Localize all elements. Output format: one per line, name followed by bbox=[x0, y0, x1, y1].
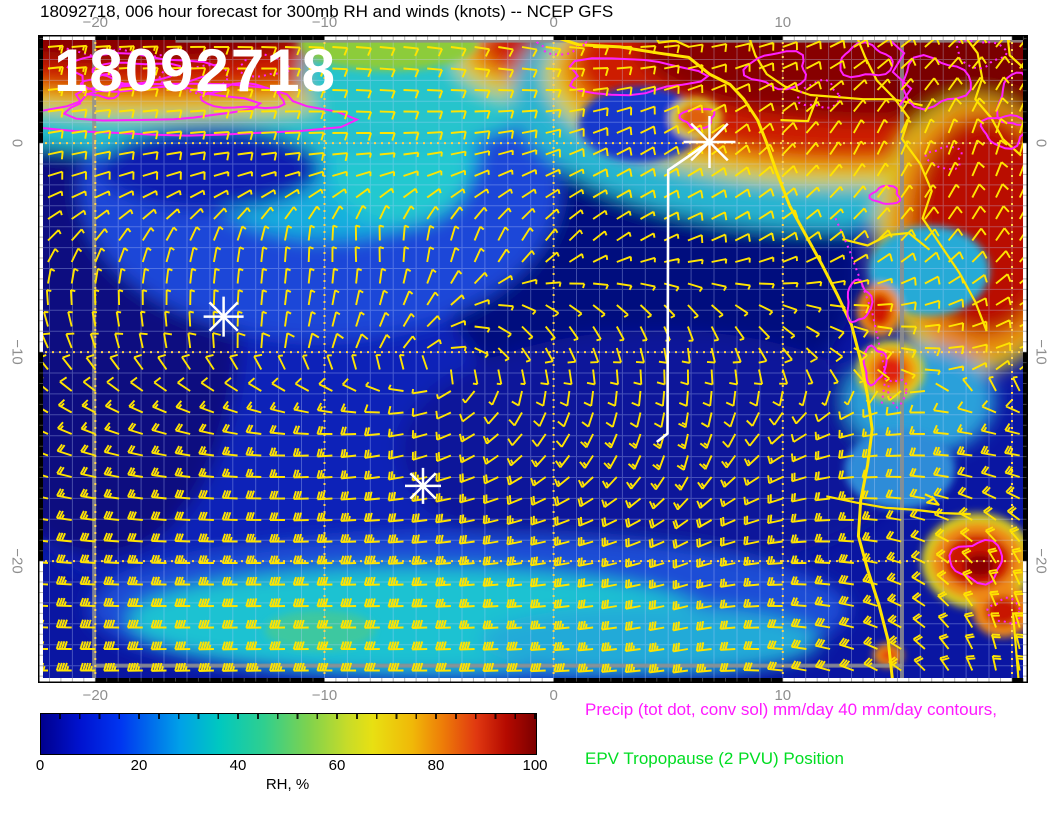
precip-contour bbox=[868, 184, 902, 205]
precip-contour bbox=[924, 145, 963, 171]
colorbar-tick-label: 20 bbox=[130, 757, 148, 774]
axis-tick-label: −20 bbox=[8, 548, 26, 574]
map-canvas bbox=[38, 35, 1028, 683]
precip-contour bbox=[66, 52, 220, 93]
coastline bbox=[555, 35, 895, 683]
legend-epv: EPV Tropopause (2 PVU) Position bbox=[585, 749, 844, 768]
precip-contour bbox=[79, 72, 122, 100]
precip-contour bbox=[901, 54, 972, 111]
precip-contour bbox=[862, 344, 888, 387]
axis-tick-label: 10 bbox=[774, 687, 792, 704]
colorbar-tick-label: 0 bbox=[35, 757, 45, 774]
border-line bbox=[747, 35, 923, 107]
axis-tick-label: −10 bbox=[1032, 339, 1050, 365]
axis-tick-label: −10 bbox=[311, 14, 338, 31]
colorbar: 0 20 40 60 80 100 RH, % bbox=[36, 713, 548, 793]
storm-marker bbox=[405, 467, 441, 504]
border-line bbox=[842, 231, 931, 251]
border-line bbox=[826, 495, 971, 516]
axis-tick-label: 0 bbox=[549, 14, 558, 31]
colorbar-tick-label: 60 bbox=[328, 757, 346, 774]
border-line bbox=[962, 35, 1022, 157]
precip-contour bbox=[948, 538, 1004, 586]
legend-precip: Precip (tot dot, conv sol) mm/day 40 mm/… bbox=[585, 700, 997, 719]
axis-tick-label: 0 bbox=[1032, 138, 1050, 148]
colorbar-label: RH, % bbox=[265, 776, 310, 793]
forecast-timestamp: 18092718 bbox=[54, 37, 337, 104]
precip-contour bbox=[678, 108, 716, 131]
axis-tick-label: 10 bbox=[774, 14, 792, 31]
axis-tick-label: −10 bbox=[311, 687, 338, 704]
precip-contour bbox=[568, 57, 710, 97]
axis-tick-label: −20 bbox=[82, 14, 109, 31]
axis-tick-label: −20 bbox=[1032, 548, 1050, 574]
border-line bbox=[1006, 35, 1025, 69]
axis-tick-label: −10 bbox=[8, 339, 26, 365]
axis-tick-label: −20 bbox=[82, 687, 109, 704]
colorbar-tick-label: 100 bbox=[522, 757, 548, 774]
colorbar-tick-label: 40 bbox=[229, 757, 247, 774]
page-title: 18092718, 006 hour forecast for 300mb RH… bbox=[40, 2, 614, 21]
precip-contour bbox=[979, 114, 1028, 150]
colorbar-ticks: 0 20 40 60 80 100 bbox=[36, 755, 548, 775]
precip-contour bbox=[846, 278, 874, 324]
precip-contour bbox=[60, 45, 181, 59]
storm-track bbox=[655, 140, 711, 444]
precip-contour bbox=[955, 39, 1008, 70]
storm-marker bbox=[683, 116, 736, 168]
axis-tick-label: 0 bbox=[8, 138, 26, 148]
precip-contour bbox=[887, 378, 908, 409]
precip-contour bbox=[91, 61, 182, 85]
colorbar-tick-label: 80 bbox=[427, 757, 445, 774]
precip-contour bbox=[742, 50, 808, 91]
axis-tick-label: 0 bbox=[549, 687, 558, 704]
border-line bbox=[924, 493, 940, 506]
colorbar-gradient bbox=[40, 713, 537, 755]
border-line bbox=[855, 35, 988, 332]
border-line bbox=[1012, 613, 1020, 683]
precip-contour bbox=[199, 81, 286, 110]
precip-contour bbox=[885, 35, 913, 106]
storm-marker bbox=[203, 296, 244, 337]
